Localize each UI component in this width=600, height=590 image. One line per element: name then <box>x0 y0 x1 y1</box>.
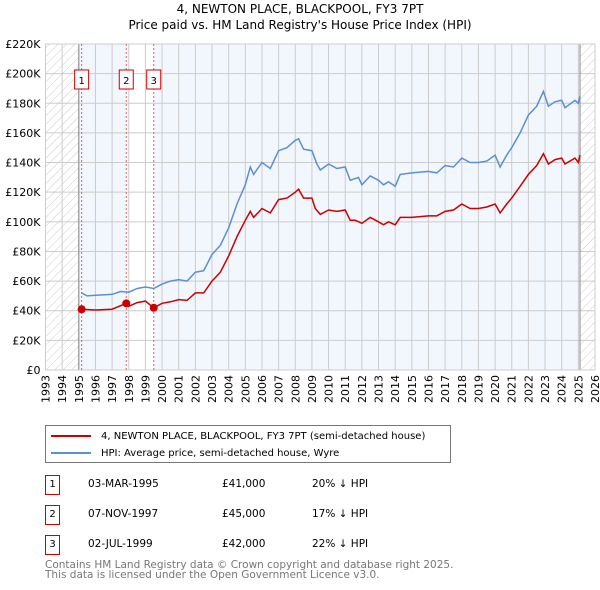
x-tick-label: 2006 <box>256 375 269 403</box>
y-tick-label: £200K <box>5 68 41 81</box>
x-tick-label: 2015 <box>406 375 419 403</box>
legend-item-hpi: HPI: Average price, semi-detached house,… <box>51 446 339 460</box>
x-tick-label: 2011 <box>339 375 352 403</box>
x-tick-label: 1995 <box>73 375 86 403</box>
legend-swatch-blue <box>51 452 91 454</box>
sale-marker-badge: 3 <box>45 535 60 555</box>
x-tick-label: 2001 <box>173 375 186 403</box>
hpi-delta: 20% ↓ HPI <box>312 478 369 490</box>
sale-price: £42,000 <box>222 538 266 550</box>
y-tick-label: £160K <box>5 127 41 140</box>
x-tick-label: 2026 <box>589 375 600 403</box>
sale-date: 02-JUL-1999 <box>88 538 153 550</box>
sale-marker-box <box>74 69 90 90</box>
hpi-line <box>81 89 581 297</box>
x-tick-label: 1993 <box>40 375 53 403</box>
property-price-line <box>81 152 581 311</box>
x-tick-label: 2025 <box>572 375 585 403</box>
x-tick-label: 2024 <box>556 375 569 403</box>
y-tick-label: £100K <box>5 216 41 229</box>
x-tick-label: 2005 <box>239 375 252 403</box>
hpi-delta: 22% ↓ HPI <box>312 538 369 550</box>
x-tick-label: 1998 <box>123 375 136 403</box>
hpi-delta: 17% ↓ HPI <box>312 508 369 520</box>
y-tick-label: £20K <box>12 334 41 347</box>
transaction-row: 3 02-JUL-1999 £42,000 22% ↓ HPI <box>45 535 445 555</box>
legend-swatch-red <box>51 435 91 437</box>
plot-frame <box>45 43 596 371</box>
y-tick-label: £220K <box>5 38 41 51</box>
x-tick-label: 2020 <box>489 375 502 403</box>
sale-marker-label: 3 <box>151 76 157 87</box>
x-tick-label: 2004 <box>223 375 236 403</box>
chart-title: 4, NEWTON PLACE, BLACKPOOL, FY3 7PT <box>176 2 424 16</box>
legend-item-property: 4, NEWTON PLACE, BLACKPOOL, FY3 7PT (sem… <box>51 429 425 443</box>
sale-point <box>77 305 86 314</box>
no-data-region <box>580 44 595 370</box>
sale-point <box>149 303 158 312</box>
transaction-row: 2 07-NOV-1997 £45,000 17% ↓ HPI <box>45 505 445 525</box>
sale-price: £41,000 <box>222 478 266 490</box>
legend: 4, NEWTON PLACE, BLACKPOOL, FY3 7PT (sem… <box>45 425 451 463</box>
transaction-row: 1 03-MAR-1995 £41,000 20% ↓ HPI <box>45 475 445 495</box>
x-tick-label: 2008 <box>289 375 302 403</box>
x-tick-label: 2012 <box>356 375 369 403</box>
x-tick-label: 2021 <box>506 375 519 403</box>
shaded-period <box>78 44 127 370</box>
x-tick-label: 2010 <box>323 375 336 403</box>
legend-label: 4, NEWTON PLACE, BLACKPOOL, FY3 7PT (sem… <box>101 430 426 442</box>
sale-point <box>122 299 131 308</box>
sale-marker-label: 2 <box>123 76 129 87</box>
sale-marker-badge: 1 <box>45 475 60 495</box>
x-tick-label: 2014 <box>389 375 402 403</box>
y-tick-label: £80K <box>12 245 41 258</box>
y-tick-label: £0 <box>27 364 41 377</box>
x-tick-label: 1999 <box>139 375 152 403</box>
y-tick-label: £60K <box>12 275 41 288</box>
x-tick-label: 2000 <box>156 375 169 403</box>
footer-line: This data is licensed under the Open Gov… <box>45 569 380 581</box>
sale-marker-box <box>146 69 162 90</box>
sale-marker-badge: 2 <box>45 505 60 525</box>
x-tick-label: 1994 <box>56 375 69 403</box>
x-tick-label: 2023 <box>539 375 552 403</box>
y-tick-label: £120K <box>5 186 41 199</box>
y-tick-label: £180K <box>5 97 41 110</box>
chart-subtitle: Price paid vs. HM Land Registry's House … <box>128 18 472 32</box>
price-chart: 1993 1994 1995 1996 1997 1998 1999 2000 2001 2002… <box>5 38 600 403</box>
x-tick-label: 2019 <box>472 375 485 403</box>
y-tick-label: £40K <box>12 305 41 318</box>
x-tick-label: 2007 <box>273 375 286 403</box>
footer: Contains HM Land Registry data © Crown c… <box>45 559 454 581</box>
x-tick-label: 2003 <box>206 375 219 403</box>
x-tick-label: 2022 <box>522 375 535 403</box>
x-tick-label: 2016 <box>422 375 435 403</box>
legend-label: HPI: Average price, semi-detached house,… <box>101 447 340 459</box>
y-tick-label: £140K <box>5 157 41 170</box>
x-tick-label: 1997 <box>106 375 119 403</box>
x-tick-label: 2002 <box>189 375 202 403</box>
sale-date: 03-MAR-1995 <box>88 478 159 490</box>
x-tick-label: 1996 <box>89 375 102 403</box>
x-tick-label: 2017 <box>439 375 452 403</box>
sale-date: 07-NOV-1997 <box>88 508 159 520</box>
footer-line: Contains HM Land Registry data © Crown c… <box>45 559 454 571</box>
sale-marker-box <box>118 69 134 90</box>
x-tick-label: 2013 <box>373 375 386 403</box>
x-tick-label: 2009 <box>306 375 319 403</box>
shaded-period <box>153 44 581 370</box>
sale-marker-label: 1 <box>78 76 84 87</box>
x-tick-label: 2018 <box>456 375 469 403</box>
sale-price: £45,000 <box>222 508 266 520</box>
